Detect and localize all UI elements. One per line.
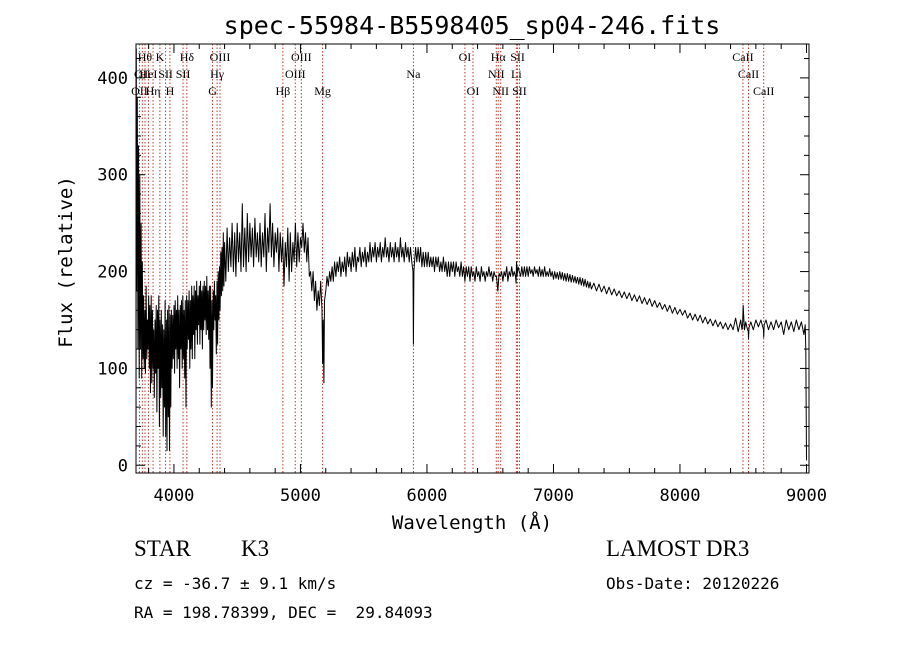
marker-label: CaII [738, 67, 759, 81]
obs-date: Obs-Date: 20120226 [606, 574, 780, 593]
marker-label: OI [459, 50, 472, 64]
series-layer [135, 48, 807, 466]
marker-label: Hδ [180, 50, 195, 64]
object-subclass: K3 [241, 536, 270, 561]
marker-label: SII [158, 67, 173, 81]
marker-label: OI [467, 84, 480, 98]
y-tick-label: 100 [97, 359, 128, 379]
marker-label: Hγ [210, 67, 225, 81]
coordinates: RA = 198.78399, DEC = 29.84093 [134, 603, 433, 622]
line-markers: OIIOIIHθHeIHηKSIIHSIIHδGHγOIIIHβOIIIOIII… [131, 44, 774, 473]
marker-label: Na [406, 67, 421, 81]
marker-label: SII [176, 67, 191, 81]
marker-label: K [156, 50, 165, 64]
plot-frame [135, 43, 810, 474]
marker-label: CaII [753, 84, 774, 98]
y-axis-ticks: 0 100 200 300 400 [97, 58, 809, 476]
x-tick-label: 6000 [406, 486, 447, 506]
x-axis-label: Wavelength (Å) [392, 511, 552, 534]
marker-label: OII [131, 84, 148, 98]
x-tick-label: 8000 [659, 486, 700, 506]
marker-label: Mg [314, 84, 331, 98]
marker-label: Hα [491, 50, 507, 64]
marker-label: Hβ [275, 84, 290, 98]
marker-label: NII [492, 84, 509, 98]
marker-label: OIII [291, 50, 312, 64]
marker-label: G [208, 84, 217, 98]
y-tick-label: 200 [97, 263, 128, 283]
y-tick-label: 400 [97, 69, 128, 89]
x-tick-label: 9000 [786, 486, 827, 506]
marker-label: Hθ [138, 50, 153, 64]
series-line-flux [135, 48, 807, 466]
x-tick-label: 4000 [153, 486, 194, 506]
marker-label: CaII [732, 50, 753, 64]
marker-label: OIII [210, 50, 231, 64]
chart-title: spec-55984-B5598405_sp04-246.fits [224, 11, 721, 40]
marker-label: OIII [285, 67, 306, 81]
marker-label: HeI [139, 67, 157, 81]
marker-label: NII [488, 67, 505, 81]
y-tick-label: 0 [118, 456, 128, 476]
marker-label: SII [510, 50, 525, 64]
marker-label: Hη [146, 84, 161, 98]
y-axis-label: Flux (relative) [55, 176, 77, 348]
x-tick-label: 7000 [533, 486, 574, 506]
marker-label: H [166, 84, 175, 98]
marker-label: Li [511, 67, 522, 81]
marker-label: SII [512, 84, 527, 98]
x-axis-ticks: 4000 5000 6000 7000 8000 9000 [148, 44, 827, 506]
redshift-value: cz = -36.7 ± 9.1 km/s [134, 574, 337, 593]
x-tick-label: 5000 [280, 486, 321, 506]
survey-name: LAMOST DR3 [606, 536, 750, 561]
object-class: STAR [134, 536, 191, 561]
y-tick-label: 300 [97, 166, 128, 186]
